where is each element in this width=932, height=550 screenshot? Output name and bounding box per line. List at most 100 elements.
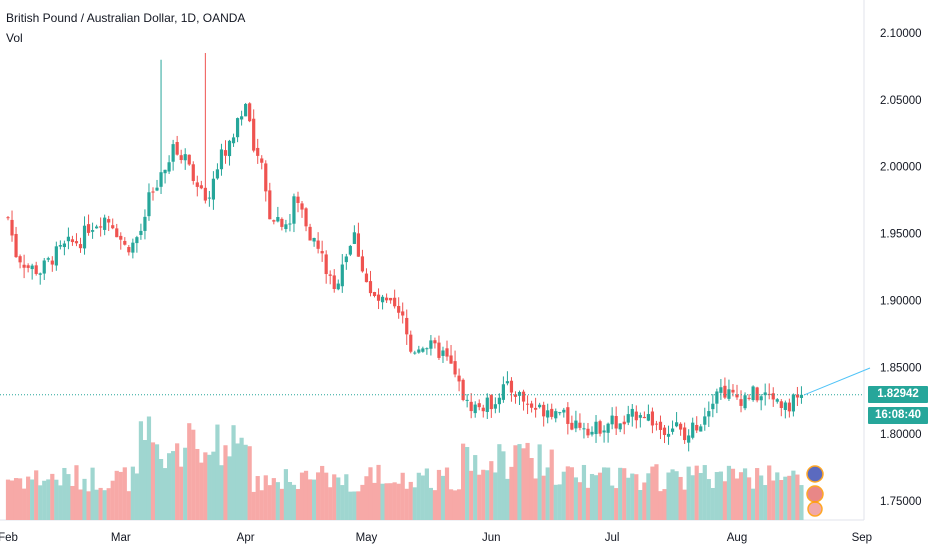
candle-body [477, 403, 481, 408]
candle-body [167, 162, 171, 172]
candle-body [582, 428, 586, 430]
candle-body [751, 386, 755, 401]
volume-bar [726, 465, 732, 520]
volume-bar [78, 489, 83, 520]
candle-body [429, 340, 433, 349]
candle-body [775, 399, 779, 402]
volume-bar [187, 423, 192, 520]
volume-bar [162, 468, 168, 520]
candle-body [276, 217, 280, 222]
candle-body [763, 392, 767, 396]
volume-bar [755, 468, 760, 520]
candle-body [566, 407, 570, 424]
volume-bar [497, 444, 502, 520]
candle-body [787, 402, 791, 412]
y-tick-label: 2.10000 [880, 28, 922, 40]
candle-body [332, 275, 336, 289]
candle-body [74, 241, 79, 244]
volume-bar [489, 461, 494, 520]
volume-bar [610, 485, 615, 520]
volume-bar [428, 487, 434, 520]
volume-bar [674, 471, 679, 520]
volume-bar [380, 483, 385, 520]
volume-bar [469, 470, 474, 520]
candle-body [227, 140, 232, 157]
candle-body [143, 216, 147, 231]
volume-bar [392, 482, 397, 520]
candle-body [469, 401, 473, 412]
volume-bar [17, 478, 23, 520]
volume-bar [340, 485, 345, 520]
volume-bar [243, 444, 248, 520]
candle-body [662, 427, 667, 435]
volume-bar [795, 474, 800, 520]
candle-body [219, 149, 224, 170]
volume-bar [199, 462, 204, 520]
volume-bar [662, 489, 667, 520]
candle-body [654, 423, 659, 425]
candle-body [626, 414, 630, 423]
candle-body [280, 218, 284, 227]
candle-body [509, 380, 514, 393]
x-tick-label: Jul [605, 532, 620, 544]
volume-bar [746, 477, 752, 520]
candle-body [445, 348, 449, 357]
x-tick-label: Sep [852, 532, 872, 544]
volume-bar [730, 468, 736, 520]
candle-body [602, 430, 606, 433]
candle-body [735, 394, 739, 398]
candle-body [473, 404, 477, 414]
volume-bar [259, 490, 264, 520]
volume-bar [90, 467, 95, 520]
volume-bar [336, 477, 341, 520]
candle-body [441, 350, 445, 356]
candle-body [674, 422, 679, 427]
volume-bar [606, 467, 611, 520]
candle-body [348, 245, 352, 255]
candle-body [719, 387, 723, 393]
volume-bar [239, 437, 244, 520]
volume-bar [690, 475, 695, 520]
candle-body [22, 264, 26, 268]
candle-body [791, 394, 795, 412]
volume-bar [436, 469, 442, 520]
candle-body [14, 233, 18, 258]
volume-bar [517, 444, 522, 520]
volume-bar [404, 488, 409, 520]
volume-bar [376, 464, 381, 520]
candle-body [115, 228, 119, 238]
volume-bar [183, 447, 188, 520]
volume-bar [473, 455, 478, 520]
candle-body [703, 416, 707, 425]
volume-bar [9, 480, 15, 520]
candle-body [268, 190, 272, 220]
volume-bar [98, 487, 103, 520]
candle-body [288, 223, 292, 225]
volume-bar [759, 475, 764, 520]
candle-body [666, 433, 671, 437]
volume-bar [299, 472, 305, 520]
volume-bar [396, 483, 401, 520]
volume-bar [573, 477, 578, 520]
volume-bar [46, 479, 51, 520]
candle-body [679, 423, 683, 430]
volume-bar [195, 448, 200, 520]
y-tick-label: 2.05000 [880, 95, 922, 107]
volume-bar [5, 479, 11, 520]
candle-body [413, 352, 417, 354]
volume-bar [26, 476, 31, 520]
candle-body [610, 415, 614, 425]
volume-bar [235, 443, 240, 520]
candle-body [183, 154, 187, 161]
volume-bar [706, 479, 711, 520]
candle-body [799, 394, 804, 398]
candle-body [252, 118, 256, 151]
candle-body [211, 178, 216, 200]
candle-body [107, 219, 111, 223]
candle-body [235, 118, 240, 138]
volume-bar [678, 476, 683, 520]
candle-body [683, 427, 687, 441]
volume-bar [634, 474, 639, 520]
volume-bar [316, 472, 321, 520]
